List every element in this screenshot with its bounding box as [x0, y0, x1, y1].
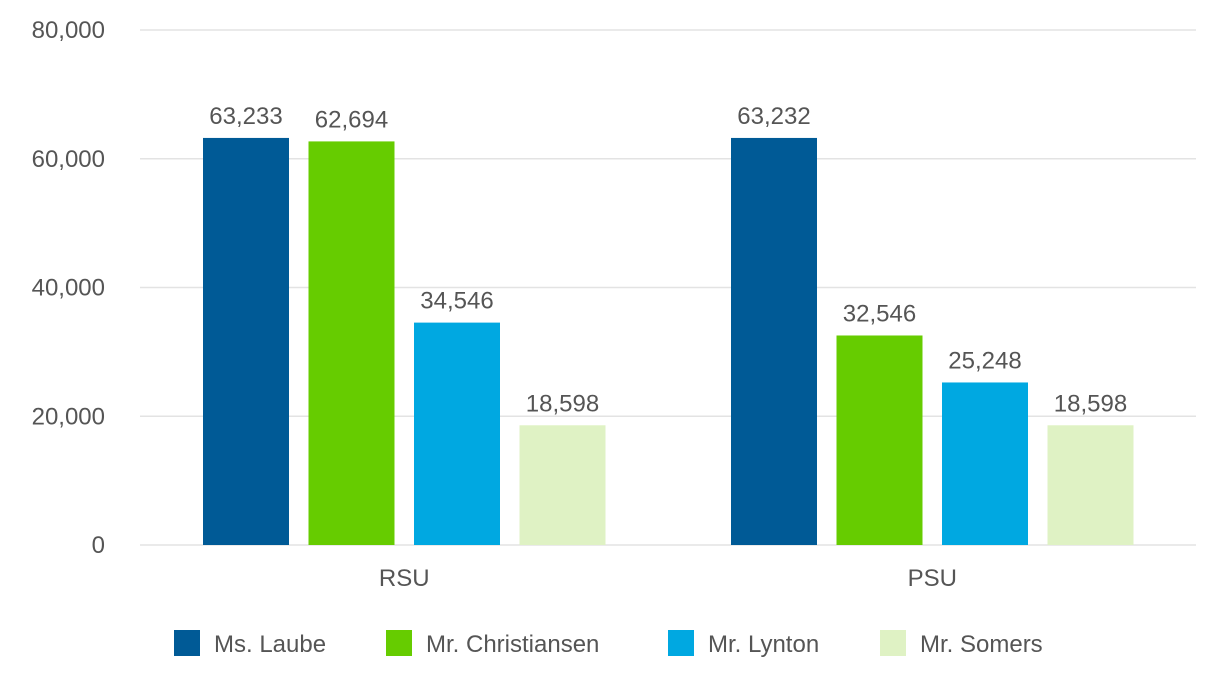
- y-tick-label: 60,000: [32, 146, 105, 173]
- legend-label: Mr. Somers: [920, 631, 1043, 658]
- legend: Ms. Laube Mr. Christiansen Mr. Lynton Mr. S…: [174, 630, 1043, 658]
- bar-rsu-ms-laube: [203, 137, 289, 545]
- y-tick-label: 40,000: [32, 275, 105, 302]
- bar-rsu-mr-christiansen: [308, 141, 395, 545]
- data-label: 62,694: [315, 106, 388, 133]
- y-tick-label: 80,000: [32, 17, 105, 44]
- data-label: 18,598: [526, 390, 599, 417]
- y-axis-ticks: 0 20,000 40,000 60,000 80,000: [32, 17, 105, 559]
- legend-label: Ms. Laube: [214, 631, 326, 658]
- bar-psu-ms-laube: [731, 137, 817, 545]
- bar-psu-mr-lynton: [942, 382, 1028, 545]
- data-labels: 63,233 62,694 34,546 18,598 63,232 32,546 25,2…: [209, 103, 1127, 417]
- legend-swatch: [386, 630, 412, 656]
- data-label: 32,546: [843, 300, 916, 327]
- bars: [203, 137, 1134, 545]
- legend-label: Mr. Christiansen: [426, 631, 599, 658]
- bar-psu-mr-somers: [1047, 425, 1134, 545]
- legend-label: Mr. Lynton: [708, 631, 819, 658]
- legend-swatch: [880, 630, 906, 656]
- x-category-label: PSU: [908, 565, 957, 592]
- y-tick-label: 0: [92, 532, 105, 559]
- gridlines: [140, 29, 1196, 546]
- bar-rsu-mr-lynton: [414, 322, 500, 545]
- legend-swatch: [668, 630, 694, 656]
- x-category-label: RSU: [379, 565, 430, 592]
- data-label: 63,232: [737, 103, 810, 130]
- x-axis-categories: RSU PSU: [379, 565, 957, 592]
- bar-rsu-mr-somers: [519, 425, 606, 545]
- bar-psu-mr-christiansen: [836, 335, 923, 545]
- y-tick-label: 20,000: [32, 403, 105, 430]
- data-label: 18,598: [1054, 390, 1127, 417]
- legend-swatch: [174, 630, 200, 656]
- data-label: 34,546: [420, 288, 493, 315]
- data-label: 25,248: [948, 347, 1021, 374]
- data-label: 63,233: [209, 103, 282, 130]
